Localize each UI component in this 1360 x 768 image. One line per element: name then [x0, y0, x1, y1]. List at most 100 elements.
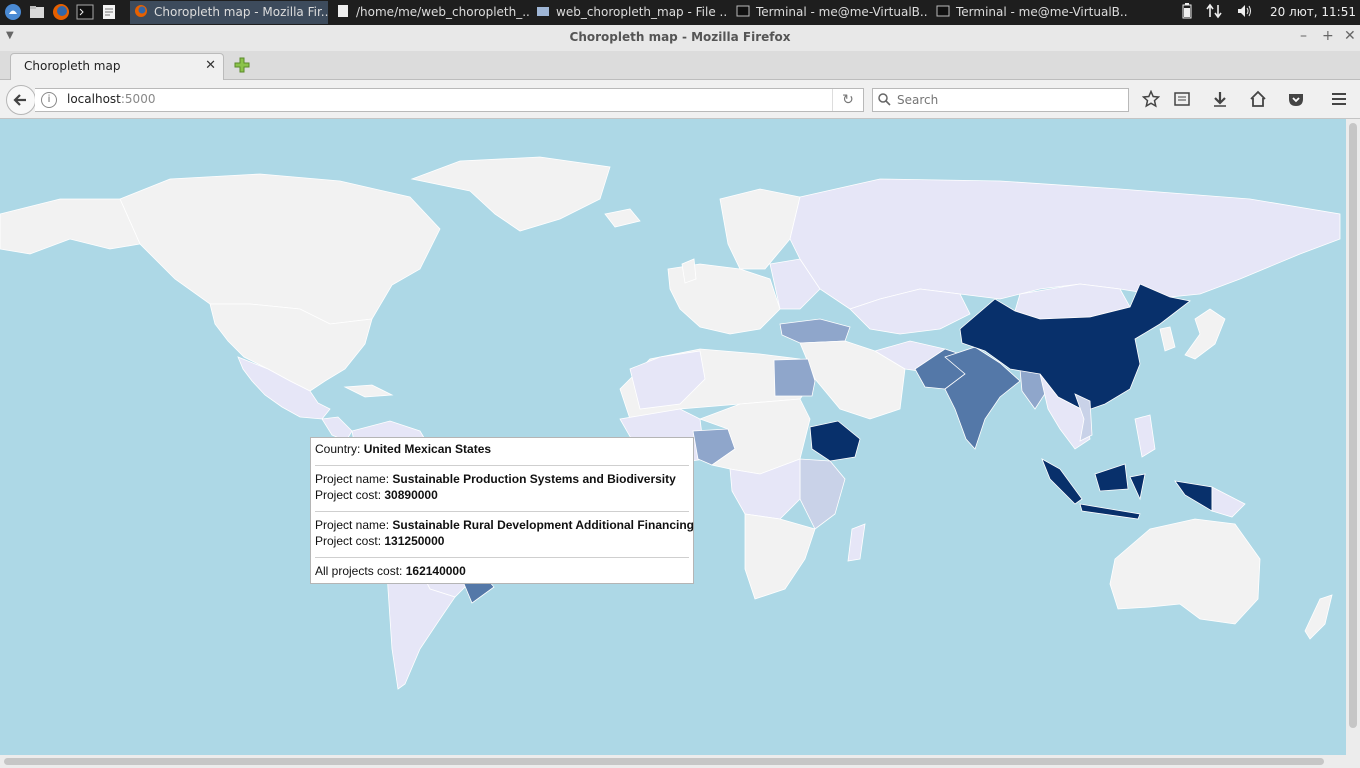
country-indonesia-borneo[interactable] [1094, 463, 1129, 492]
tooltip-divider [315, 511, 689, 512]
country-europe-west[interactable] [667, 263, 781, 335]
country-tooltip: Country: United Mexican States Project n… [310, 437, 694, 584]
clock[interactable]: 20 лют, 11:51 [1269, 5, 1356, 19]
country-morocco-algeria[interactable] [629, 350, 706, 410]
tooltip-project-name-label: Project name: [315, 472, 390, 486]
taskbar-item-editor[interactable]: /home/me/web_choropleth_... [332, 1, 530, 24]
country-japan[interactable] [1184, 308, 1226, 360]
taskbar-item-terminal[interactable]: Terminal - me@me-VirtualB... [932, 1, 1128, 24]
country-korea[interactable] [1159, 326, 1176, 352]
tooltip-project-cost-row: Project cost: 131250000 [315, 534, 444, 548]
taskbar-item-label: web_choropleth_map - File ... [556, 5, 728, 19]
pocket-icon[interactable] [1287, 90, 1305, 108]
close-window-icon[interactable]: ✕ [1344, 28, 1356, 44]
horizontal-scrollbar[interactable] [0, 755, 1360, 768]
country-congo-region[interactable] [729, 458, 801, 520]
country-ethiopia[interactable] [809, 420, 861, 462]
page-content: Country: United Mexican States Project n… [0, 119, 1346, 755]
text-editor-icon [338, 5, 348, 17]
downloads-icon[interactable] [1211, 90, 1229, 108]
hamburger-menu-icon[interactable] [1330, 90, 1348, 108]
close-tab-icon[interactable]: ✕ [205, 58, 216, 73]
tooltip-project-cost-row: Project cost: 30890000 [315, 488, 438, 502]
search-input[interactable] [895, 91, 1124, 109]
country-new-zealand[interactable] [1304, 594, 1333, 640]
search-box[interactable] [872, 88, 1129, 112]
country-scandinavia[interactable] [719, 188, 801, 270]
country-indonesia-papua[interactable] [1174, 480, 1213, 512]
vertical-scrollbar[interactable] [1346, 119, 1360, 755]
taskbar-item-terminal[interactable]: Terminal - me@me-VirtualB... [732, 1, 928, 24]
back-button[interactable] [6, 85, 36, 115]
tooltip-project-name: Sustainable Rural Development Additional… [392, 518, 694, 532]
url-text[interactable]: localhost:5000 [67, 92, 155, 106]
tab-choropleth-map[interactable]: Choropleth map ✕ [10, 53, 224, 80]
tooltip-divider [315, 465, 689, 466]
text-editor-icon[interactable] [100, 3, 118, 21]
window-titlebar: ▼ Choropleth map - Mozilla Firefox – + ✕ [0, 25, 1360, 52]
tooltip-project-name-row: Project name: Sustainable Rural Developm… [315, 518, 694, 532]
file-manager-icon[interactable] [28, 3, 46, 21]
country-east-africa[interactable] [799, 458, 846, 530]
terminal-icon [736, 5, 750, 17]
horizontal-scrollbar-thumb[interactable] [4, 758, 1324, 765]
firefox-icon[interactable] [52, 3, 70, 21]
bookmarks-menu-icon[interactable] [1173, 90, 1191, 108]
country-china[interactable] [959, 283, 1191, 412]
window-menu-icon[interactable]: ▼ [6, 30, 14, 41]
country-southeast-asia[interactable] [1039, 373, 1091, 450]
url-bar[interactable]: i localhost:5000 ↻ [35, 88, 864, 112]
maximize-icon[interactable]: + [1322, 28, 1334, 44]
tooltip-project-cost: 30890000 [384, 488, 438, 502]
system-tray: 20 лют, 11:51 [1182, 0, 1356, 25]
country-usa[interactable] [209, 303, 373, 392]
country-kazakhstan[interactable] [849, 288, 971, 335]
battery-icon[interactable] [1182, 3, 1192, 19]
country-indonesia-sumatra[interactable] [1041, 458, 1083, 505]
country-southern-africa[interactable] [744, 513, 816, 600]
terminal-icon[interactable] [76, 3, 94, 21]
country-png[interactable] [1211, 486, 1246, 518]
tooltip-project-cost-label: Project cost: [315, 488, 382, 502]
country-australia[interactable] [1109, 518, 1261, 625]
search-icon [878, 93, 891, 106]
home-icon[interactable] [1249, 90, 1267, 108]
country-middle-east[interactable] [799, 340, 906, 420]
bookmark-star-icon[interactable] [1142, 90, 1160, 108]
country-central-america[interactable] [321, 416, 353, 442]
country-indonesia-java[interactable] [1079, 503, 1141, 520]
menu-icon[interactable] [4, 3, 22, 21]
network-icon[interactable] [1206, 3, 1222, 19]
country-indonesia-sulawesi[interactable] [1129, 473, 1146, 501]
info-icon[interactable]: i [41, 92, 57, 108]
country-turkey[interactable] [779, 318, 851, 344]
country-alaska[interactable] [0, 198, 141, 255]
country-uk[interactable] [681, 258, 697, 284]
country-egypt[interactable] [773, 358, 816, 397]
country-madagascar[interactable] [847, 523, 866, 562]
taskbar-item-label: Terminal - me@me-VirtualB... [756, 5, 928, 19]
tooltip-project-name: Sustainable Production Systems and Biodi… [392, 472, 676, 486]
taskbar-item-file-manager[interactable]: web_choropleth_map - File ... [532, 1, 728, 24]
country-cuba[interactable] [343, 384, 394, 398]
tooltip-project-name-row: Project name: Sustainable Production Sys… [315, 472, 676, 486]
volume-icon[interactable] [1236, 3, 1254, 19]
country-vietnam[interactable] [1074, 393, 1093, 442]
tooltip-total-label: All projects cost: [315, 564, 403, 578]
tooltip-total-row: All projects cost: 162140000 [315, 564, 466, 578]
tooltip-project-cost-label: Project cost: [315, 534, 382, 548]
tooltip-country-value: United Mexican States [363, 442, 492, 456]
new-tab-icon[interactable] [233, 56, 251, 74]
minimize-icon[interactable]: – [1300, 28, 1307, 44]
country-canada[interactable] [119, 173, 441, 325]
country-greenland[interactable] [410, 156, 611, 232]
navigation-bar: i localhost:5000 ↻ [0, 80, 1360, 119]
reload-icon[interactable]: ↻ [832, 89, 863, 111]
taskbar-item-firefox[interactable]: Choropleth map - Mozilla Fir... [130, 1, 328, 24]
country-eastern-europe[interactable] [769, 258, 821, 310]
country-philippines[interactable] [1134, 414, 1156, 458]
firefox-icon [135, 5, 147, 17]
country-india[interactable] [944, 346, 1021, 450]
country-iceland[interactable] [604, 208, 641, 228]
vertical-scrollbar-thumb[interactable] [1349, 123, 1357, 728]
